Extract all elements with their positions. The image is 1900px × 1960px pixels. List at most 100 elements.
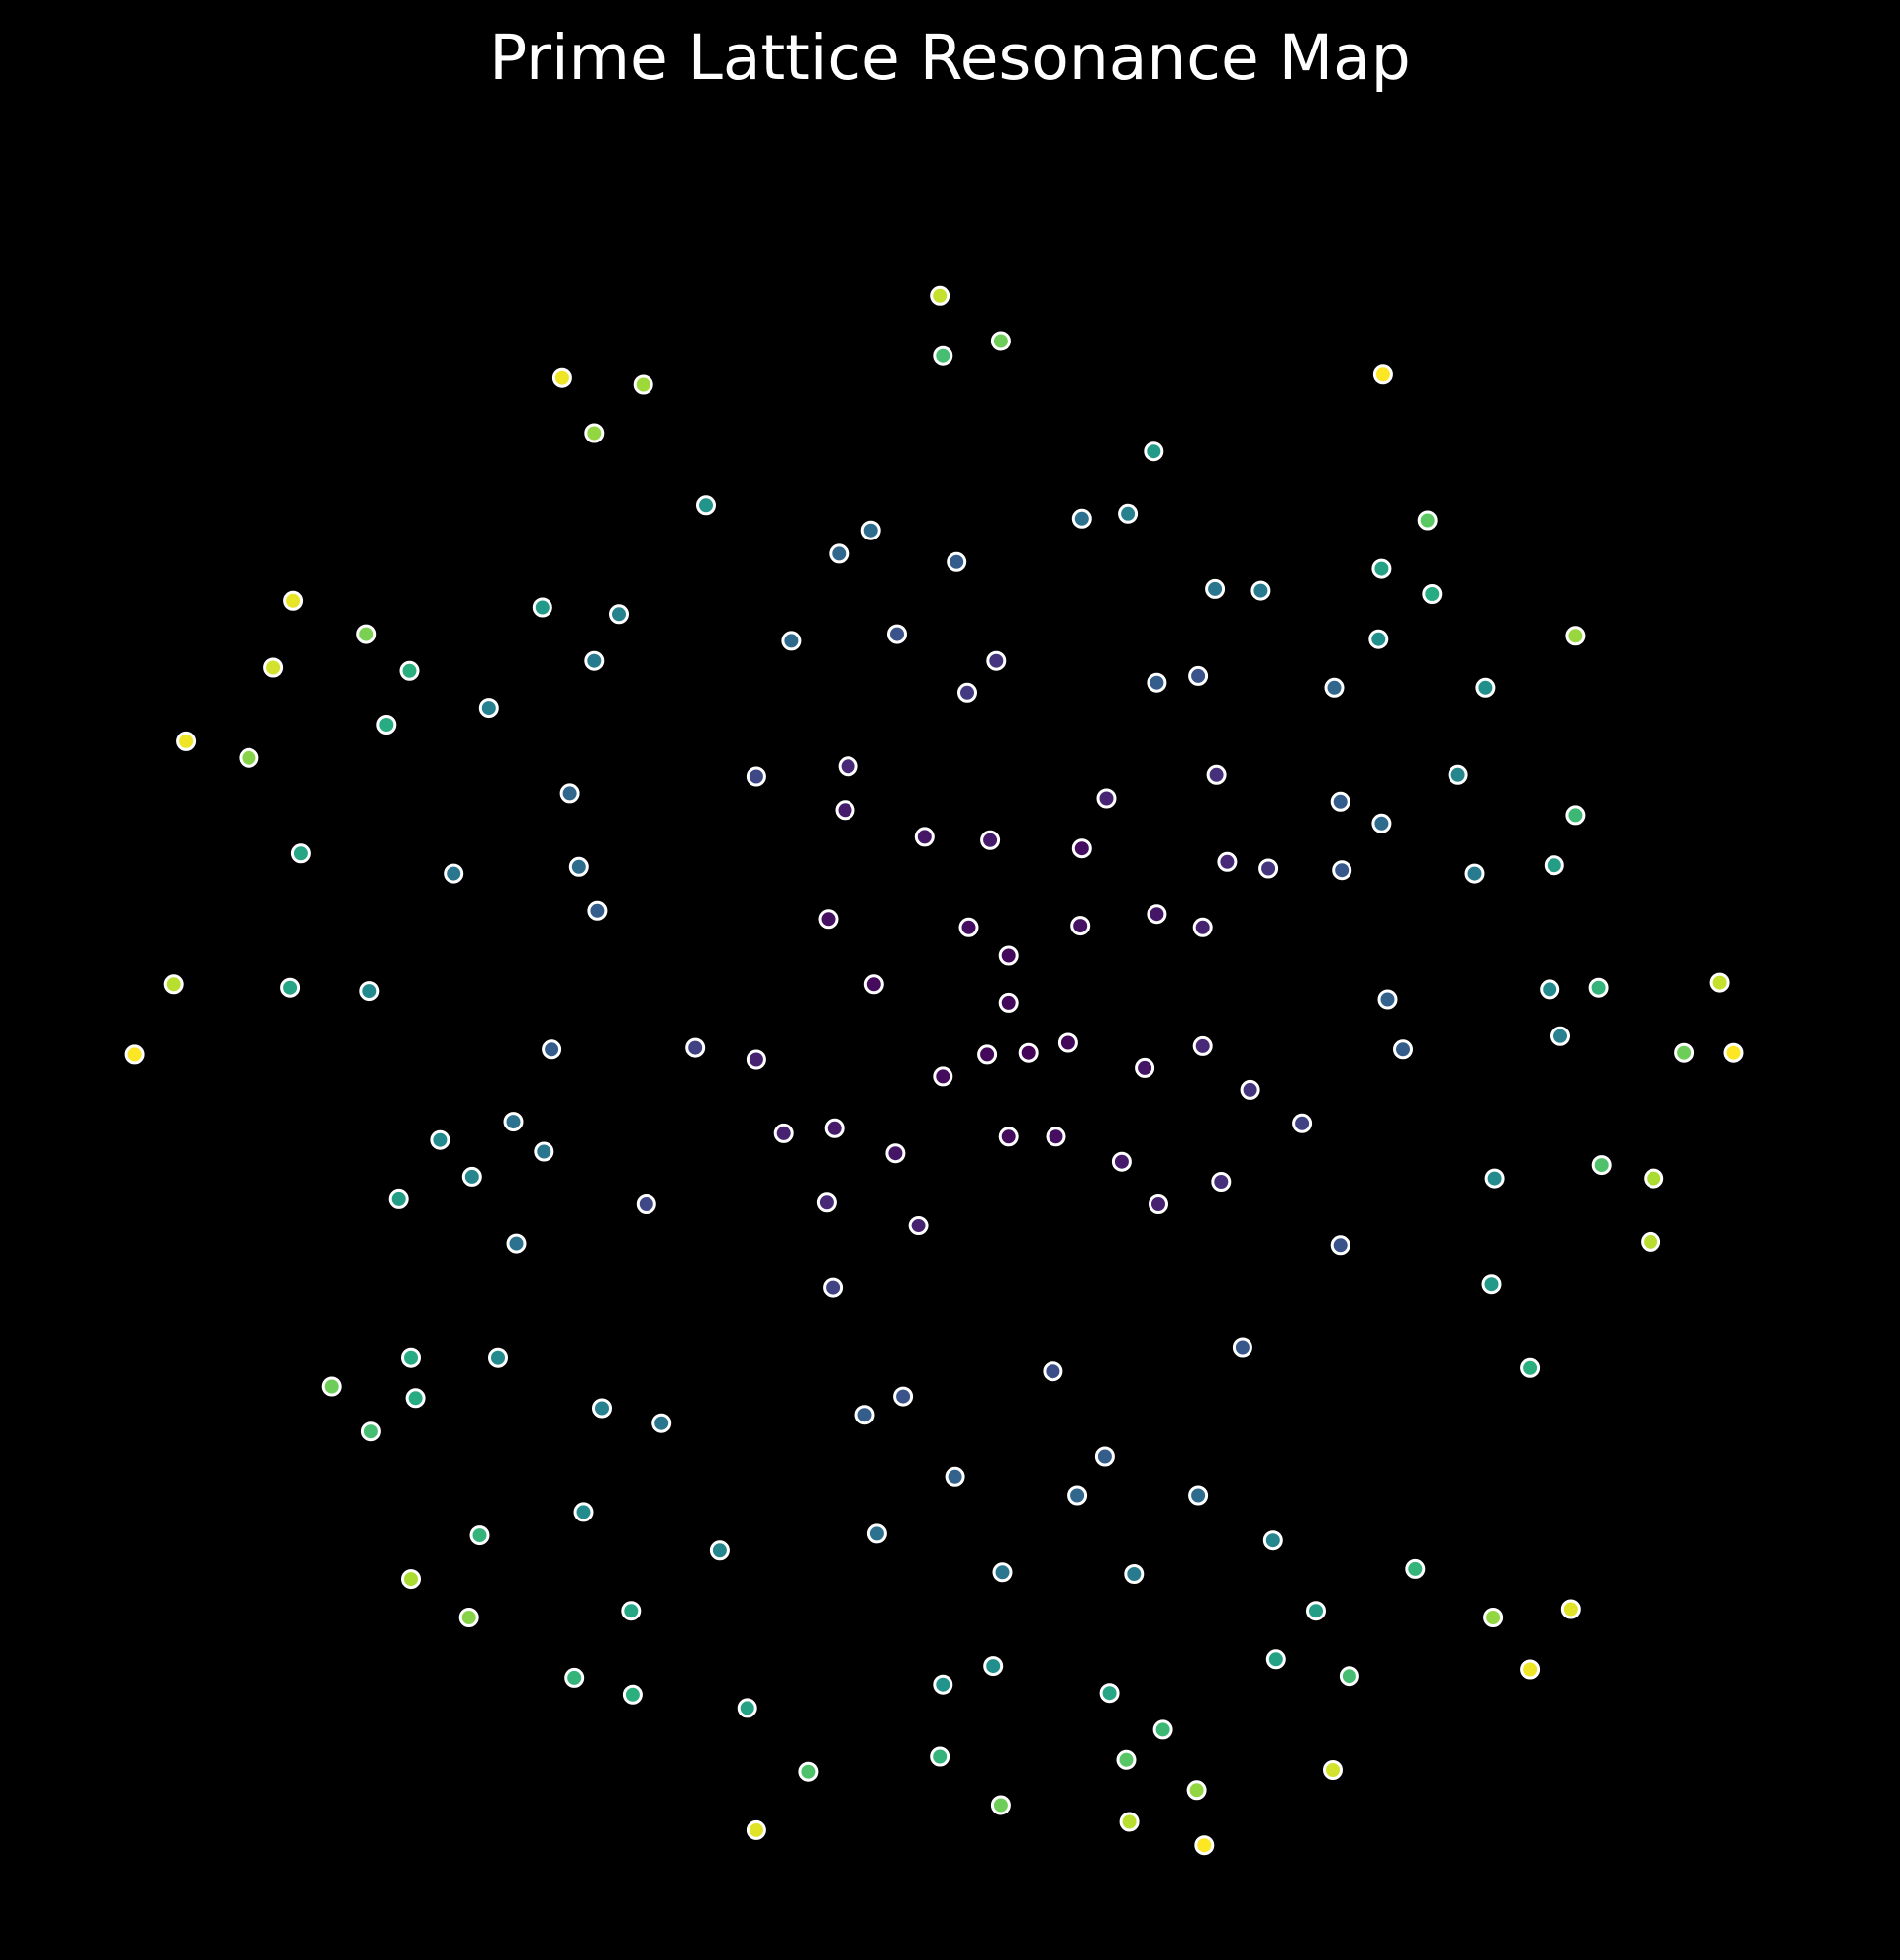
data-point-39 (838, 756, 858, 777)
data-point-29 (584, 650, 605, 671)
data-point-106 (816, 1192, 837, 1213)
data-point-121 (1520, 1357, 1541, 1378)
data-point-107 (1149, 1194, 1168, 1214)
data-point-117 (401, 1347, 421, 1368)
data-point-81 (1550, 1026, 1570, 1046)
data-point-10 (1118, 503, 1139, 524)
data-point-88 (1674, 1042, 1695, 1063)
data-point-138 (401, 1569, 421, 1590)
data-point-143 (621, 1601, 642, 1621)
data-point-112 (506, 1233, 527, 1254)
data-point-18 (1250, 580, 1271, 601)
data-point-43 (239, 747, 259, 768)
data-point-91 (1240, 1079, 1260, 1100)
data-point-53 (1217, 851, 1238, 872)
data-point-23 (1368, 629, 1389, 649)
data-point-158 (930, 1746, 950, 1767)
data-point-123 (405, 1388, 426, 1409)
data-point-160 (1186, 1780, 1207, 1801)
data-point-9 (1071, 508, 1092, 529)
chart-title: Prime Lattice Resonance Map (489, 22, 1411, 94)
data-point-46 (1096, 788, 1117, 809)
data-point-24 (1565, 626, 1586, 646)
data-point-11 (1417, 510, 1438, 531)
data-point-33 (1188, 665, 1209, 686)
data-point-1 (933, 345, 953, 366)
data-point-0 (930, 285, 950, 306)
data-point-22 (609, 604, 629, 625)
data-point-141 (1405, 1558, 1426, 1579)
data-point-54 (1258, 858, 1279, 879)
data-point-163 (1119, 1812, 1140, 1832)
data-point-59 (1332, 860, 1352, 881)
data-point-118 (488, 1347, 508, 1368)
data-point-142 (458, 1608, 479, 1627)
data-point-82 (746, 1049, 766, 1070)
data-point-93 (503, 1112, 524, 1132)
data-point-162 (990, 1795, 1011, 1815)
data-point-8 (696, 495, 716, 516)
data-point-47 (1330, 791, 1350, 812)
data-point-135 (709, 1540, 730, 1561)
data-point-153 (933, 1674, 953, 1695)
data-point-161 (1323, 1760, 1343, 1780)
data-point-27 (263, 657, 284, 678)
data-point-38 (746, 766, 766, 787)
data-point-101 (1111, 1151, 1132, 1172)
data-point-6 (584, 423, 605, 443)
data-point-68 (863, 974, 884, 995)
data-point-90 (124, 1044, 145, 1065)
data-point-36 (376, 715, 397, 735)
data-point-114 (1641, 1231, 1661, 1252)
data-point-79 (1192, 1035, 1213, 1056)
data-point-50 (914, 827, 935, 847)
data-point-78 (998, 992, 1019, 1013)
data-point-124 (592, 1398, 612, 1419)
data-point-15 (1371, 558, 1392, 579)
data-point-55 (1544, 855, 1564, 876)
data-point-125 (651, 1413, 672, 1433)
data-point-128 (360, 1421, 381, 1442)
data-point-99 (1046, 1127, 1066, 1147)
data-point-48 (1371, 813, 1392, 833)
data-point-4 (551, 367, 572, 388)
data-point-45 (835, 800, 855, 821)
data-point-2 (990, 331, 1011, 351)
data-point-32 (1147, 672, 1167, 693)
data-point-67 (998, 945, 1019, 966)
data-point-70 (280, 977, 301, 998)
data-point-109 (1591, 1155, 1612, 1176)
data-point-92 (1292, 1113, 1313, 1133)
data-point-148 (1339, 1666, 1359, 1687)
data-point-155 (1099, 1683, 1120, 1704)
data-point-60 (1464, 863, 1485, 884)
data-point-131 (1067, 1485, 1088, 1506)
data-point-139 (992, 1562, 1013, 1583)
data-point-5 (633, 374, 653, 395)
data-point-110 (1644, 1168, 1664, 1189)
data-point-116 (1481, 1274, 1502, 1295)
data-point-74 (1588, 977, 1609, 998)
data-point-49 (1565, 805, 1586, 826)
data-point-136 (866, 1523, 887, 1544)
data-point-134 (469, 1525, 490, 1546)
data-point-76 (542, 1039, 562, 1060)
data-point-56 (290, 843, 311, 864)
data-point-95 (534, 1141, 554, 1162)
data-point-40 (1206, 764, 1227, 785)
data-point-34 (1324, 677, 1345, 698)
data-point-119 (1043, 1361, 1063, 1382)
data-point-77 (685, 1037, 706, 1058)
data-point-156 (1152, 1719, 1173, 1740)
data-point-31 (957, 682, 977, 703)
data-point-75 (1709, 972, 1730, 993)
data-point-20 (356, 624, 377, 644)
data-point-157 (798, 1761, 819, 1782)
data-point-86 (1057, 1032, 1078, 1053)
data-point-149 (1520, 1659, 1541, 1680)
data-point-19 (283, 590, 304, 611)
data-point-58 (568, 856, 589, 877)
data-point-94 (430, 1129, 450, 1150)
data-point-104 (388, 1188, 409, 1209)
data-point-146 (1560, 1599, 1581, 1619)
